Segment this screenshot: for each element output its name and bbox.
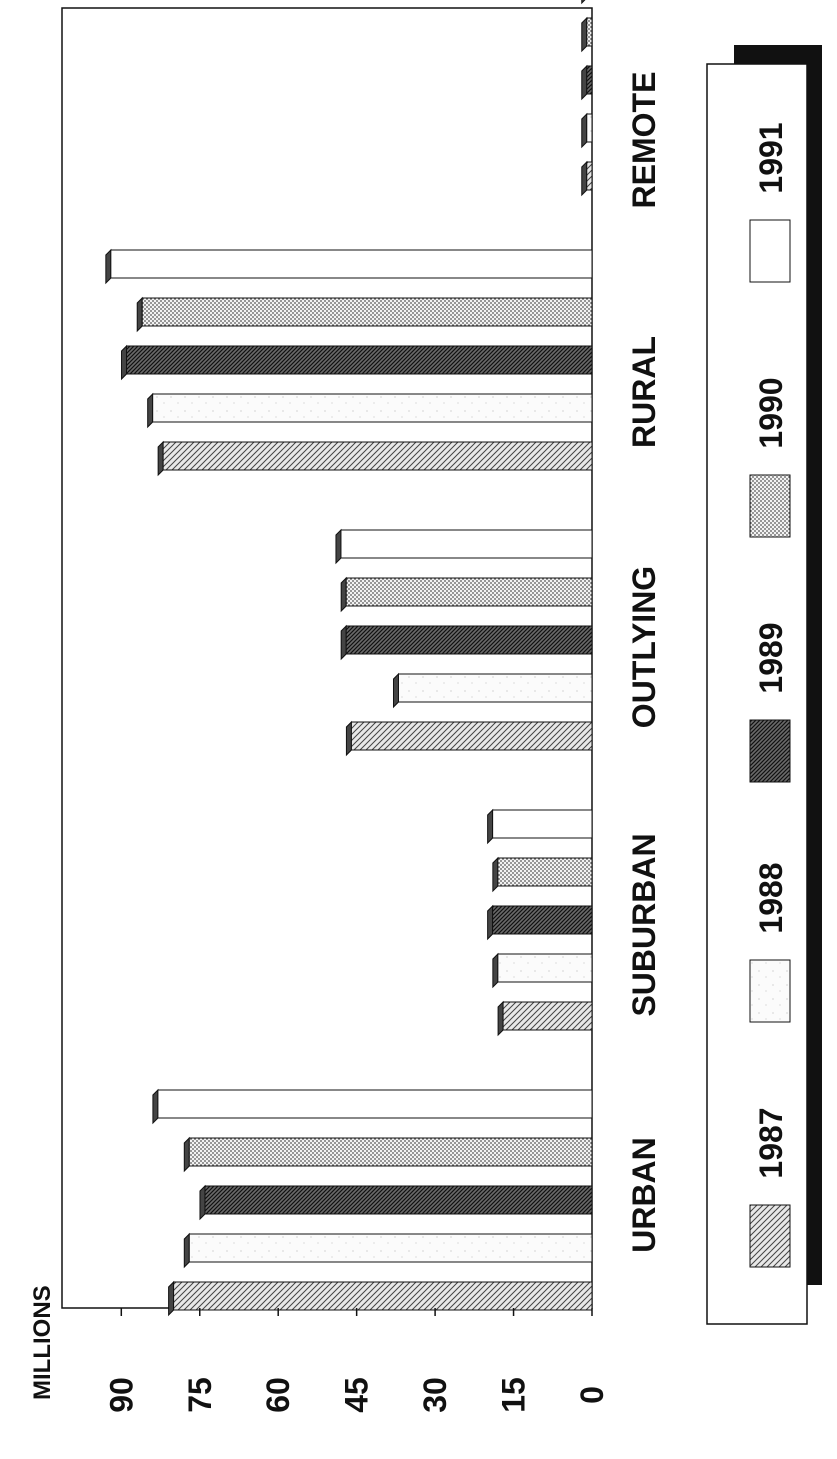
legend-item-1988: 1988 <box>749 862 791 1023</box>
bar-suburban-1990 <box>492 856 593 893</box>
tick-label-60: 60 <box>260 1377 296 1413</box>
bar-urban-1989 <box>199 1184 593 1221</box>
bar-outlying-1989 <box>340 624 593 661</box>
legend-item-1991: 1991 <box>749 122 791 283</box>
bar-suburban-1991 <box>487 808 593 845</box>
tick-label-45: 45 <box>339 1377 375 1413</box>
legend-label-1988: 1988 <box>753 862 789 933</box>
bar-urban-1991 <box>152 1088 593 1125</box>
legend-label-1991: 1991 <box>753 122 789 193</box>
bar-suburban-1987 <box>497 1000 593 1037</box>
bar-rural-1991 <box>105 248 593 285</box>
bar-remote-1990 <box>581 16 593 53</box>
category-label-outlying: OUTLYING <box>626 566 662 728</box>
legend-item-1990: 1990 <box>749 377 791 538</box>
bar-suburban-1988 <box>492 952 593 989</box>
bar-remote-1991 <box>581 0 586 5</box>
bar-rural-1987 <box>157 440 593 477</box>
category-label-remote: REMOTE <box>626 72 662 209</box>
bar-outlying-1991 <box>335 528 593 565</box>
category-label-rural: RURAL <box>626 336 662 448</box>
tick-label-90: 90 <box>103 1377 139 1413</box>
bars-layer <box>105 0 593 1317</box>
bar-outlying-1987 <box>345 720 593 757</box>
value-axis: 90 75 60 45 30 15 0 <box>103 1308 610 1413</box>
legend-swatch-1990 <box>749 474 791 538</box>
legend-item-1987: 1987 <box>749 1107 791 1268</box>
legend-item-1989: 1989 <box>749 622 791 783</box>
bar-rural-1988 <box>147 392 593 429</box>
legend-swatch-1987 <box>749 1204 791 1268</box>
unit-label: MILLIONS <box>29 1285 56 1400</box>
legend: 1987 1988 1989 1990 1991 <box>706 45 822 1325</box>
bar-rural-1989 <box>121 344 593 381</box>
bar-urban-1987 <box>168 1280 593 1317</box>
bar-outlying-1990 <box>340 576 593 613</box>
bar-remote-1989 <box>581 64 593 101</box>
bar-outlying-1988 <box>392 672 593 709</box>
legend-label-1987: 1987 <box>753 1107 789 1178</box>
category-label-suburban: SUBURBAN <box>626 833 662 1016</box>
legend-label-1989: 1989 <box>753 622 789 693</box>
bar-suburban-1989 <box>487 904 593 941</box>
bar-rural-1990 <box>136 296 593 333</box>
category-label-urban: URBAN <box>626 1137 662 1253</box>
legend-swatch-1989 <box>749 719 791 783</box>
tick-label-75: 75 <box>182 1377 218 1413</box>
tick-label-0: 0 <box>574 1386 610 1404</box>
legend-label-1990: 1990 <box>753 377 789 448</box>
tick-label-15: 15 <box>496 1377 532 1413</box>
bar-remote-1988 <box>581 112 593 149</box>
legend-swatch-1991 <box>749 219 791 283</box>
category-axis: URBAN SUBURBAN OUTLYING RURAL REMOTE <box>626 72 662 1253</box>
tick-label-30: 30 <box>417 1377 453 1413</box>
bar-remote-1987 <box>581 160 593 197</box>
legend-swatch-1988 <box>749 959 791 1023</box>
bar-urban-1990 <box>183 1136 593 1173</box>
bar-urban-1988 <box>183 1232 593 1269</box>
